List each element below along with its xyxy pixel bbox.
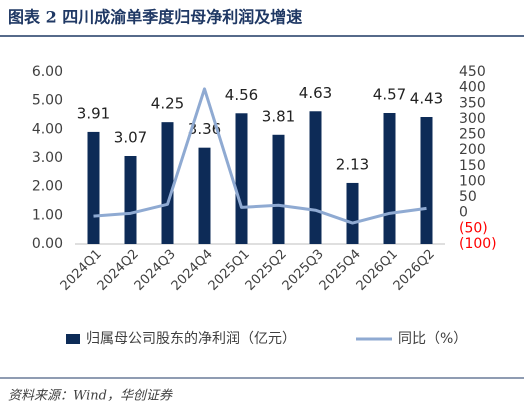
bar-value-label: 3.91 — [77, 104, 110, 122]
bar-value-label: 4.63 — [299, 84, 332, 102]
y2-tick-label: 100 — [459, 173, 486, 189]
y2-tick-label: 200 — [459, 142, 486, 158]
y2-tick-label: 350 — [459, 95, 486, 111]
bar-value-label: 3.07 — [114, 128, 147, 146]
x-tick-label: 2026Q2 — [391, 247, 438, 294]
bar-value-label: 3.36 — [188, 120, 221, 138]
y2-tick-label: 400 — [459, 80, 486, 96]
bar — [272, 134, 285, 244]
bar — [383, 112, 396, 244]
bar — [235, 113, 248, 244]
y2-tick-label: (50) — [459, 220, 488, 236]
y-tick-label: 0.00 — [32, 236, 63, 252]
legend-label: 归属母公司股东的净利润（亿元） — [86, 330, 296, 347]
bar-value-label: 4.56 — [225, 86, 258, 104]
bar — [87, 131, 100, 244]
bar — [124, 155, 137, 244]
legend-label: 同比（%） — [398, 331, 467, 347]
y2-tick-label: 0 — [459, 205, 468, 221]
y-tick-label: 2.00 — [32, 179, 63, 195]
y-tick-label: 3.00 — [32, 150, 63, 166]
bar — [420, 117, 433, 244]
bar — [198, 147, 211, 244]
y-tick-label: 6.00 — [32, 64, 63, 80]
y2-tick-label: 450 — [459, 64, 486, 80]
y-tick-label: 1.00 — [32, 207, 63, 223]
chart-title: 图表 2 四川成渝单季度归母净利润及增速 — [8, 8, 302, 27]
y2-tick-label: (100) — [459, 236, 497, 252]
bar-value-label: 3.81 — [262, 107, 295, 125]
y2-tick-label: 150 — [459, 158, 486, 174]
y-tick-label: 5.00 — [32, 93, 63, 109]
y2-tick-label: 300 — [459, 111, 486, 127]
y-tick-label: 4.00 — [32, 121, 63, 137]
line — [93, 87, 427, 225]
source: 资料来源：Wind，华创证券 — [8, 389, 173, 404]
bar-value-label: 4.25 — [151, 95, 184, 113]
bar-value-label: 4.57 — [373, 85, 406, 103]
bar-value-label: 4.43 — [410, 90, 443, 108]
bar — [309, 111, 322, 244]
y2-tick-label: 50 — [459, 189, 477, 205]
bar — [161, 122, 174, 244]
legend-swatch — [66, 334, 80, 344]
bar — [346, 182, 359, 244]
y2-tick-label: 250 — [459, 127, 486, 143]
bar-value-label: 2.13 — [336, 155, 369, 173]
